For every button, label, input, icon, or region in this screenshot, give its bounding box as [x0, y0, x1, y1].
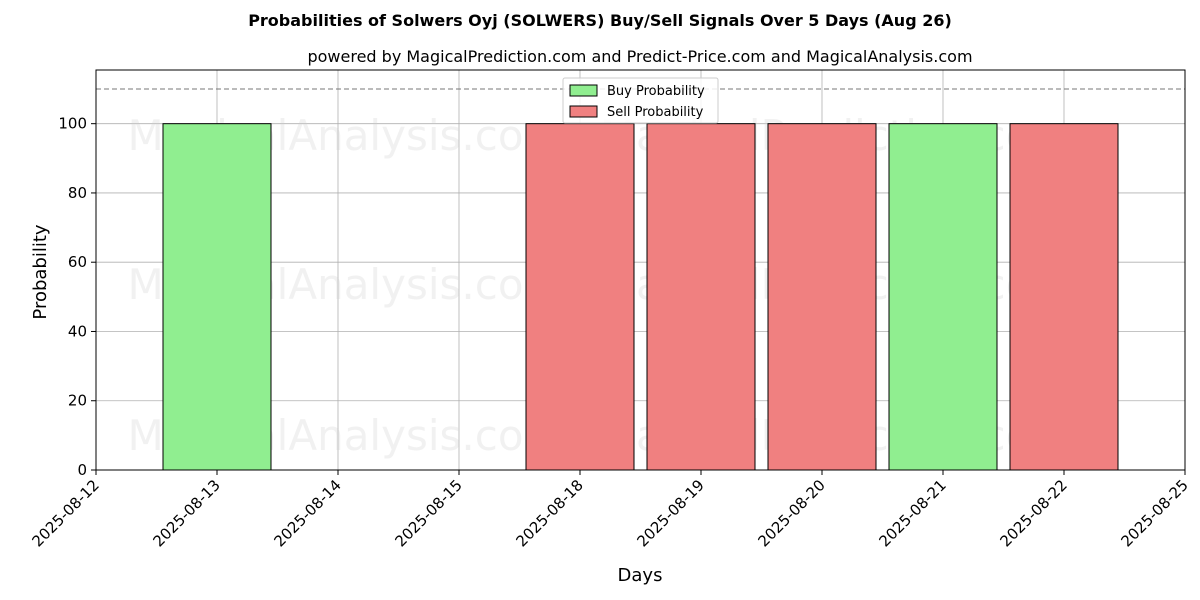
- legend-swatch-sell: [569, 105, 598, 118]
- x-tick-label: 2025-08-12: [28, 476, 102, 550]
- legend-swatch-buy: [569, 84, 598, 97]
- plot-frame: [95, 69, 1186, 471]
- legend-label-sell: Sell Probability: [607, 105, 704, 120]
- x-tick-label: 2025-08-25: [1117, 476, 1191, 550]
- y-tick-label: 60: [68, 253, 87, 271]
- chart-title: Probabilities of Solwers Oyj (SOLWERS) B…: [248, 11, 952, 30]
- y-tick-label: 20: [68, 392, 87, 410]
- x-tick-label: 2025-08-18: [512, 476, 586, 550]
- x-tick-label: 2025-08-13: [149, 476, 223, 550]
- bars: [162, 123, 1119, 471]
- x-axis-label: Days: [618, 565, 663, 586]
- chart-subtitle: powered by MagicalPrediction.com and Pre…: [307, 47, 972, 66]
- x-tick-label: 2025-08-15: [391, 476, 465, 550]
- x-tick-label: 2025-08-22: [996, 476, 1070, 550]
- x-tick-label: 2025-08-14: [270, 476, 344, 550]
- bar-buy: [162, 123, 272, 471]
- legend-label-buy: Buy Probability: [607, 84, 705, 99]
- bar-sell: [1009, 123, 1119, 471]
- y-tick-label: 0: [77, 461, 87, 479]
- x-tick-label: 2025-08-20: [754, 476, 828, 550]
- y-tick-label: 80: [68, 184, 87, 202]
- bar-buy: [888, 123, 998, 471]
- y-tick-label: 40: [68, 322, 87, 340]
- x-tick-label: 2025-08-21: [875, 476, 949, 550]
- legend-box: [562, 77, 719, 124]
- bar-sell: [646, 123, 756, 471]
- legend: Buy Probability Sell Probability: [562, 77, 719, 124]
- bar-sell: [525, 123, 635, 471]
- y-axis-label: Probability: [30, 224, 51, 319]
- bar-sell: [767, 123, 877, 471]
- x-tick-label: 2025-08-19: [633, 476, 707, 550]
- y-tick-label: 100: [58, 115, 87, 133]
